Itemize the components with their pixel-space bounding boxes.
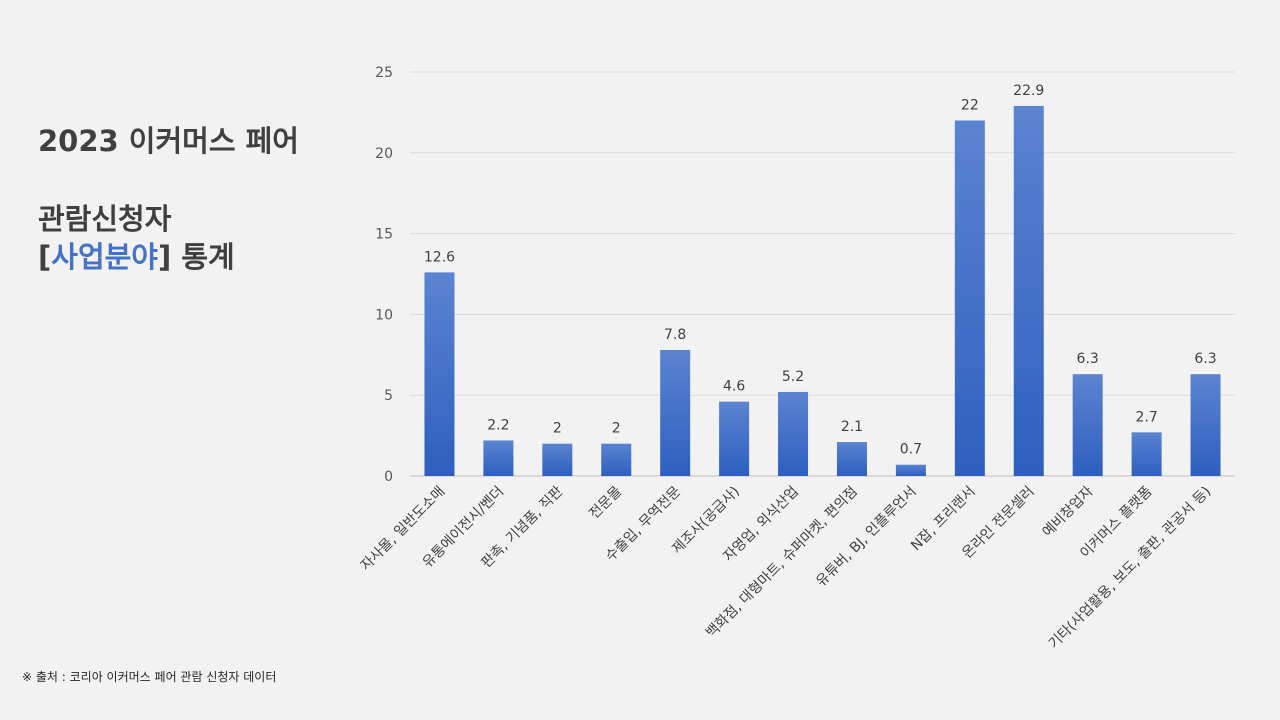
bar <box>660 349 691 476</box>
data-label: 4.6 <box>723 379 745 395</box>
y-tick-label: 15 <box>375 227 393 243</box>
data-label: 7.8 <box>664 327 686 343</box>
y-tick-label: 5 <box>384 388 393 404</box>
bar <box>1072 374 1103 476</box>
title-block: 2023 이커머스 페어 관람신청자 [사업분야] 통계 <box>38 122 299 276</box>
bar <box>1190 374 1221 476</box>
bar <box>836 442 867 476</box>
bar <box>895 464 926 476</box>
bar <box>954 120 985 476</box>
data-label: 22 <box>961 97 979 113</box>
title-line-2: 관람신청자 <box>38 202 172 236</box>
data-label: 5.2 <box>782 369 804 385</box>
y-axis-ticks: 0 5 10 15 20 25 <box>375 65 393 485</box>
data-label: 2.2 <box>487 417 509 433</box>
x-tick-label: 유튜버, BJ, 인플루언서 <box>813 484 919 590</box>
data-label: 2.7 <box>1135 409 1157 425</box>
bars <box>424 105 1221 476</box>
data-label: 6.3 <box>1194 351 1216 367</box>
data-label: 0.7 <box>900 442 922 458</box>
data-label: 2 <box>553 421 562 437</box>
bar <box>424 272 455 476</box>
bar <box>601 443 632 476</box>
data-label: 22.9 <box>1013 83 1044 99</box>
title-line-3: [사업분야] 통계 <box>38 238 299 276</box>
x-tick-label: 전문몰 <box>586 483 625 522</box>
data-label: 6.3 <box>1077 351 1099 367</box>
title-bracket-open: [ <box>38 240 52 274</box>
y-tick-label: 25 <box>375 65 393 81</box>
data-label: 2 <box>612 421 621 437</box>
y-tick-label: 0 <box>384 469 393 485</box>
bar <box>719 401 750 476</box>
grid-lines <box>410 71 1235 477</box>
y-tick-label: 20 <box>375 146 393 162</box>
bar <box>542 443 573 476</box>
title-bracket-close: ] 통계 <box>158 240 235 274</box>
data-label: 12.6 <box>424 249 455 265</box>
bar <box>483 440 514 476</box>
data-label: 2.1 <box>841 419 863 435</box>
bar <box>1013 105 1044 476</box>
bar <box>778 391 809 476</box>
x-tick-label: 예비창업자 <box>1040 483 1097 540</box>
source-note: ※ 출처 : 코리아 이커머스 페어 관람 신청자 데이터 <box>22 670 277 684</box>
title-line-1: 2023 이커머스 페어 <box>38 124 299 158</box>
bar <box>1131 432 1162 476</box>
y-tick-label: 10 <box>375 307 393 323</box>
title-accent: 사업분야 <box>51 240 158 274</box>
